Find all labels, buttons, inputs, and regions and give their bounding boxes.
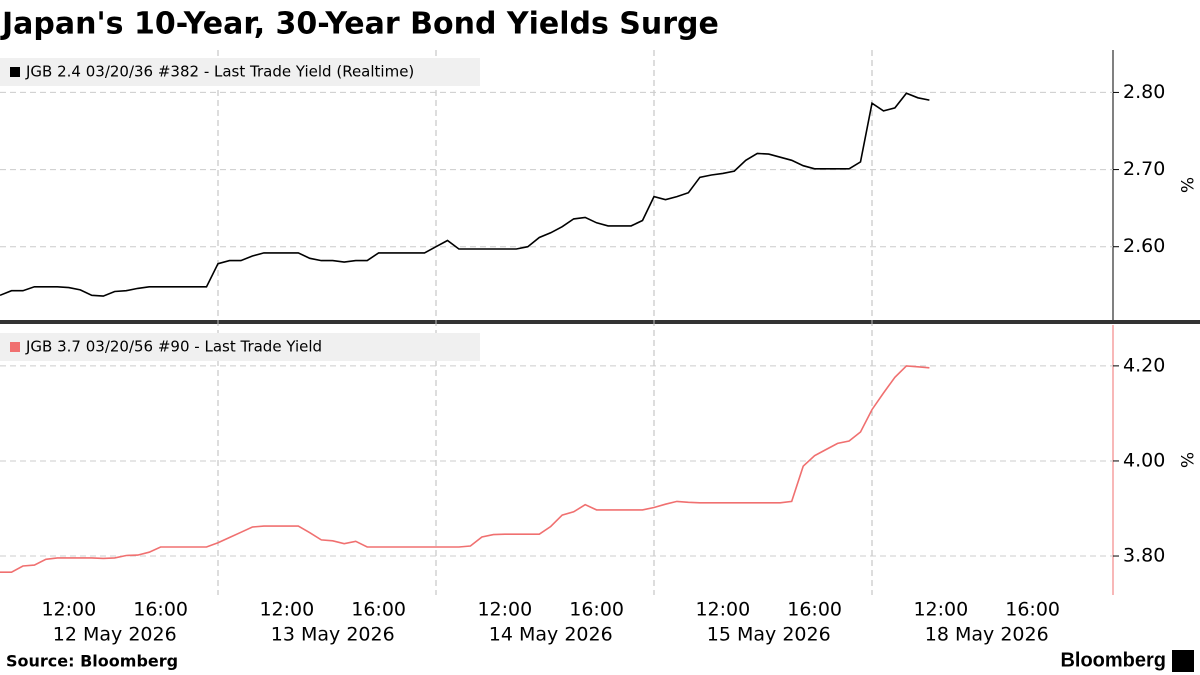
x-tick-label: 16:00 bbox=[787, 599, 842, 621]
x-date-label: 12 May 2026 bbox=[53, 624, 177, 646]
brand: Bloomberg bbox=[1060, 649, 1166, 671]
legend-bg bbox=[0, 333, 480, 361]
legend-swatch bbox=[10, 67, 20, 77]
y-axis-label: % bbox=[1176, 177, 1196, 193]
x-date-label: 13 May 2026 bbox=[271, 624, 395, 646]
legend-swatch bbox=[10, 342, 20, 352]
panel-separator bbox=[0, 320, 1200, 324]
chart-title: Japan's 10-Year, 30-Year Bond Yields Sur… bbox=[0, 7, 719, 42]
x-date-label: 14 May 2026 bbox=[489, 624, 613, 646]
brand-icon bbox=[1172, 650, 1194, 672]
y-axis-label: % bbox=[1176, 452, 1196, 468]
x-date-label: 18 May 2026 bbox=[925, 624, 1049, 646]
x-tick-label: 12:00 bbox=[41, 599, 96, 621]
y-tick-label: 2.80 bbox=[1123, 81, 1165, 103]
y-tick-label: 3.80 bbox=[1123, 545, 1165, 567]
x-tick-label: 12:00 bbox=[913, 599, 968, 621]
x-date-label: 15 May 2026 bbox=[707, 624, 831, 646]
y-tick-label: 2.60 bbox=[1123, 235, 1165, 257]
legend-label: JGB 2.4 03/20/36 #382 - Last Trade Yield… bbox=[25, 63, 414, 81]
legend-label: JGB 3.7 03/20/56 #90 - Last Trade Yield bbox=[25, 338, 322, 356]
y-tick-label: 2.70 bbox=[1123, 158, 1165, 180]
legend-bg bbox=[0, 58, 480, 86]
x-tick-label: 12:00 bbox=[695, 599, 750, 621]
x-tick-label: 16:00 bbox=[351, 599, 406, 621]
x-tick-label: 16:00 bbox=[569, 599, 624, 621]
x-tick-label: 16:00 bbox=[133, 599, 188, 621]
x-tick-label: 16:00 bbox=[1005, 599, 1060, 621]
x-tick-label: 12:00 bbox=[477, 599, 532, 621]
y-tick-label: 4.20 bbox=[1123, 354, 1165, 376]
series-line bbox=[0, 92, 930, 297]
source: Source: Bloomberg bbox=[6, 652, 178, 671]
series-line bbox=[0, 365, 930, 573]
y-tick-label: 4.00 bbox=[1123, 449, 1165, 471]
x-tick-label: 12:00 bbox=[259, 599, 314, 621]
